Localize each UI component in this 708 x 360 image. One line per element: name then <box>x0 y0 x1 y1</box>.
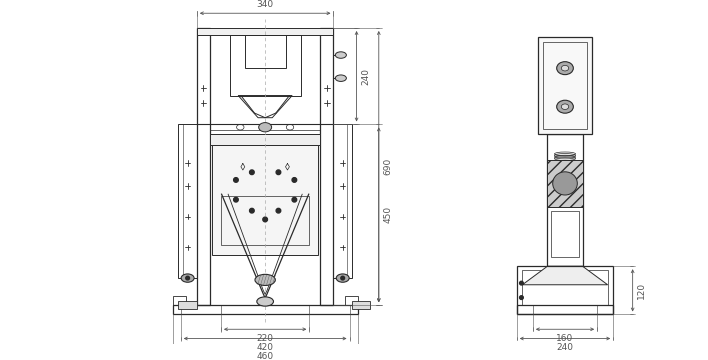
Bar <box>551 211 579 257</box>
Circle shape <box>292 197 297 202</box>
Text: 120: 120 <box>637 282 646 299</box>
Bar <box>222 196 309 245</box>
Bar <box>345 296 358 305</box>
Bar <box>173 296 185 305</box>
Ellipse shape <box>181 274 194 282</box>
Bar <box>178 125 197 278</box>
Bar <box>333 125 352 278</box>
Bar <box>523 270 607 305</box>
Bar <box>197 28 210 305</box>
Circle shape <box>185 276 190 280</box>
Ellipse shape <box>561 66 569 71</box>
Bar <box>321 28 333 305</box>
Text: 160: 160 <box>556 334 573 343</box>
Circle shape <box>263 217 268 222</box>
Polygon shape <box>523 266 607 285</box>
Bar <box>543 42 587 129</box>
Circle shape <box>249 208 254 213</box>
Circle shape <box>276 208 281 213</box>
Ellipse shape <box>556 100 573 113</box>
Bar <box>210 134 321 145</box>
Circle shape <box>292 177 297 182</box>
Bar <box>352 301 370 309</box>
Ellipse shape <box>336 52 346 58</box>
Bar <box>173 305 358 314</box>
Circle shape <box>520 281 523 285</box>
Ellipse shape <box>556 62 573 75</box>
Text: 460: 460 <box>256 352 274 360</box>
Bar <box>547 160 583 207</box>
Circle shape <box>341 276 345 280</box>
Bar <box>517 266 613 314</box>
Circle shape <box>234 177 239 182</box>
Text: 240: 240 <box>361 68 370 85</box>
Ellipse shape <box>255 274 275 285</box>
Ellipse shape <box>336 75 346 81</box>
Text: 220: 220 <box>257 334 274 343</box>
Ellipse shape <box>336 274 349 282</box>
Ellipse shape <box>257 297 273 306</box>
Bar <box>538 37 592 134</box>
Circle shape <box>276 170 281 175</box>
Ellipse shape <box>553 172 577 195</box>
Bar <box>245 35 285 68</box>
Bar <box>229 35 301 95</box>
Circle shape <box>249 170 254 175</box>
Circle shape <box>234 197 239 202</box>
Text: 420: 420 <box>257 343 274 352</box>
Bar <box>517 305 613 314</box>
Bar <box>212 145 319 255</box>
Bar <box>197 28 333 35</box>
Text: 240: 240 <box>556 343 573 352</box>
Circle shape <box>520 296 523 300</box>
Bar <box>178 301 197 309</box>
Ellipse shape <box>258 123 272 132</box>
Text: 690: 690 <box>384 158 392 175</box>
Bar <box>547 134 583 266</box>
Text: 450: 450 <box>384 206 392 224</box>
Text: 340: 340 <box>256 0 274 9</box>
Ellipse shape <box>561 104 569 109</box>
